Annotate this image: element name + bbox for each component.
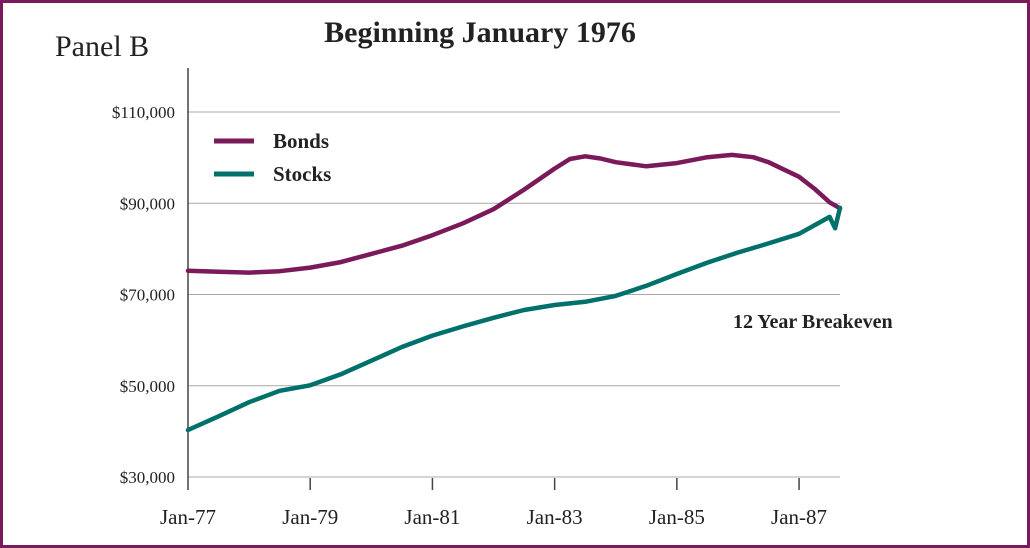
- y-tick-label: $30,000: [120, 468, 175, 487]
- legend-label-bonds: Bonds: [273, 129, 329, 153]
- y-tick-label: $50,000: [120, 377, 175, 396]
- breakeven-annotation: 12 Year Breakeven: [733, 311, 893, 333]
- chart-title: Beginning January 1976: [324, 16, 636, 49]
- series-lines: [185, 152, 843, 433]
- legend-label-stocks: Stocks: [273, 162, 331, 186]
- series-line-bonds: [185, 152, 843, 275]
- x-tick-label: Jan-83: [527, 505, 583, 529]
- y-tick-label: $90,000: [120, 194, 175, 213]
- gridlines: [188, 111, 840, 478]
- x-tick-label: Jan-87: [771, 505, 827, 529]
- panel-label: Panel B: [55, 30, 150, 63]
- x-tick-label: Jan-77: [160, 505, 216, 529]
- series-line-stocks: [185, 205, 843, 433]
- x-tick-label: Jan-79: [282, 505, 338, 529]
- legend: Bonds Stocks: [214, 129, 331, 186]
- y-tick-label: $70,000: [120, 286, 175, 305]
- x-axis-ticks: Jan-77 Jan-79 Jan-81 Jan-83 Jan-85 Jan-87: [160, 478, 827, 529]
- x-tick-label: Jan-81: [404, 505, 460, 529]
- y-tick-label: $110,000: [112, 103, 175, 122]
- y-tick-labels: $30,000 $50,000 $70,000 $90,000 $110,000: [112, 103, 175, 487]
- x-tick-label: Jan-85: [649, 505, 705, 529]
